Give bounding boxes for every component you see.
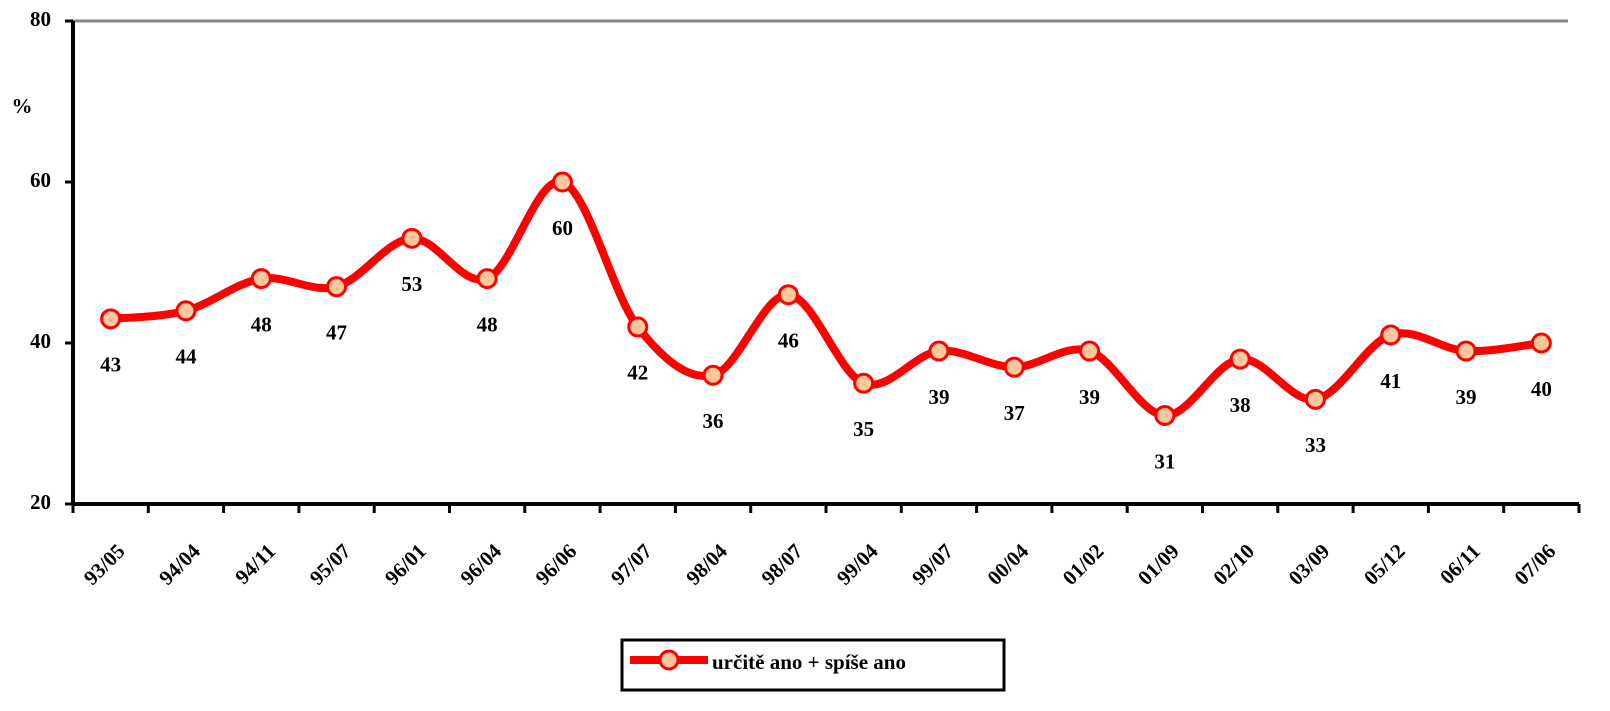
marker [627,316,649,338]
x-tick-label: 97/07 [606,539,657,590]
marker [1079,340,1101,362]
data-label: 36 [703,409,724,433]
x-tick-label: 01/09 [1133,539,1184,590]
marker [928,340,950,362]
x-tick-label: 99/07 [907,539,958,590]
data-label: 33 [1305,433,1326,457]
marker [1154,404,1176,426]
marker [1304,388,1326,410]
x-tick-label: 94/04 [154,539,205,590]
x-tick-label: 94/11 [230,539,280,589]
marker [100,308,122,330]
data-label: 48 [477,312,498,336]
x-tick-label: 96/01 [380,539,431,590]
x-tick-label: 05/12 [1359,539,1410,590]
marker [476,268,498,290]
x-tick-label: 93/05 [79,539,130,590]
x-tick-label: 98/04 [681,539,732,590]
marker [326,276,348,298]
legend-box [620,638,1006,692]
marker [853,372,875,394]
legend-marker [658,649,680,671]
x-tick-label: 02/10 [1208,539,1259,590]
x-tick-label: 96/04 [455,539,506,590]
marker [551,171,573,193]
x-tick-label: 95/07 [305,539,356,590]
marker [777,284,799,306]
data-label: 60 [552,216,573,240]
data-label: 48 [251,312,272,336]
x-tick-label: 99/04 [832,539,883,590]
marker [702,364,724,386]
marker [1455,340,1477,362]
x-tick-label: 07/06 [1509,539,1560,590]
marker [1229,348,1251,370]
line [110,177,1542,420]
data-label: 39 [1079,385,1100,409]
marker [1380,324,1402,346]
data-label: 41 [1380,369,1401,393]
legend-label: určitě ano + spíše ano [712,650,906,674]
data-label: 53 [401,272,422,296]
data-label: 35 [853,417,874,441]
y-axis-label: % [12,94,33,118]
y-tick-label: 60 [30,168,51,192]
data-label: 37 [1004,401,1025,425]
y-tick-label: 40 [30,329,51,353]
data-label: 31 [1154,449,1175,473]
marker [1530,332,1552,354]
marker [401,227,423,249]
marker [175,300,197,322]
x-tick-label: 06/11 [1435,539,1485,589]
x-tick-label: 96/06 [531,539,582,590]
data-label: 47 [326,320,347,344]
data-label: 39 [1456,385,1477,409]
x-tick-label: 98/07 [756,539,807,590]
data-label: 38 [1230,393,1251,417]
data-label: 43 [100,353,121,377]
marker [1003,356,1025,378]
x-tick-label: 03/09 [1284,539,1335,590]
x-tick-label: 01/02 [1058,539,1109,590]
data-label: 44 [175,345,197,369]
marker [250,268,272,290]
data-label: 46 [778,329,799,353]
data-label: 39 [928,385,949,409]
data-label: 40 [1531,377,1552,401]
y-tick-label: 20 [30,490,51,514]
x-tick-label: 00/04 [982,539,1033,590]
y-tick-label: 80 [30,7,51,31]
data-label: 42 [627,361,648,385]
